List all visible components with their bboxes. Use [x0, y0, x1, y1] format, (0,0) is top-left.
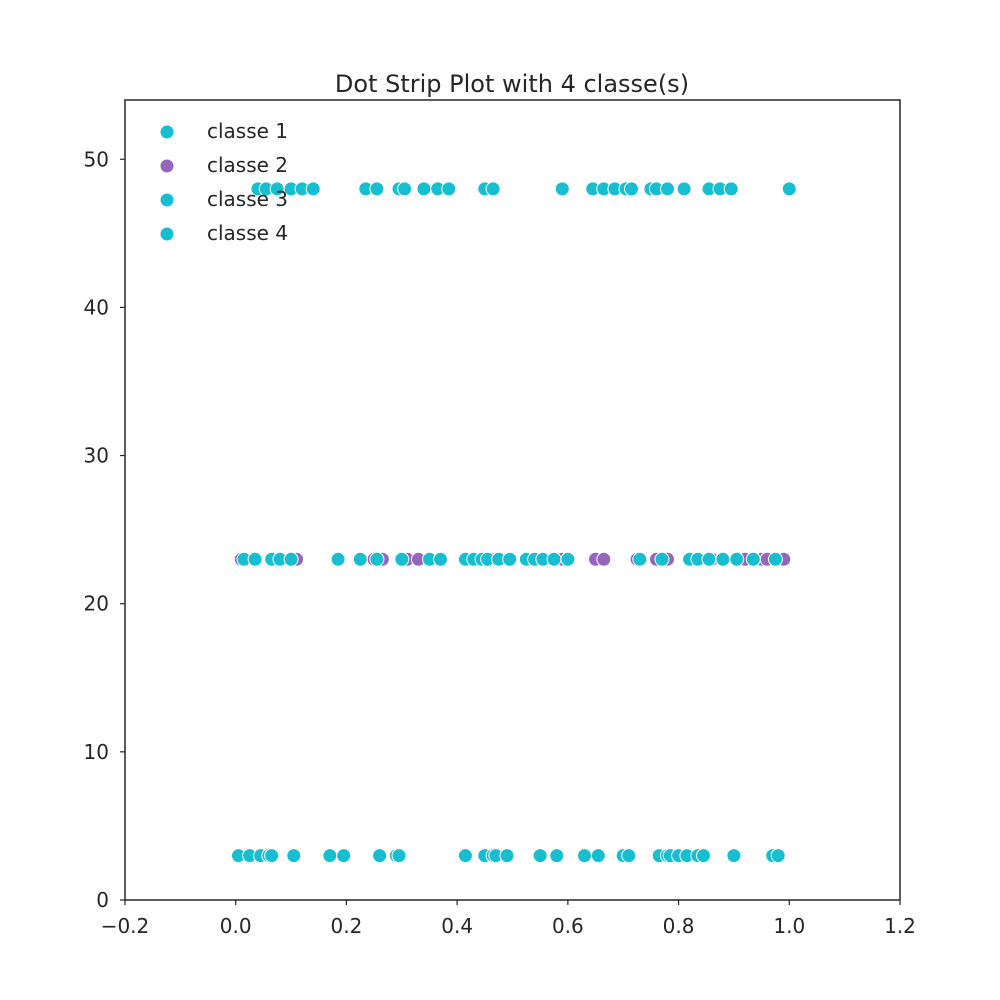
- data-point: [549, 848, 565, 864]
- data-point: [336, 848, 352, 864]
- data-point: [369, 551, 385, 567]
- legend-label: classe 3: [207, 187, 288, 211]
- data-point: [546, 551, 562, 567]
- y-tick-label: 30: [84, 444, 109, 468]
- data-point: [660, 181, 675, 197]
- data-point: [283, 551, 299, 567]
- data-point: [621, 848, 637, 864]
- data-point: [499, 848, 515, 864]
- data-points: [231, 181, 797, 864]
- data-point: [590, 848, 606, 864]
- data-point: [770, 848, 786, 864]
- y-tick-label: 10: [84, 740, 109, 764]
- data-point: [305, 181, 321, 197]
- chart-title: Dot Strip Plot with 4 classe(s): [335, 70, 689, 98]
- legend-marker: [159, 124, 175, 140]
- data-point: [502, 551, 518, 567]
- data-point: [247, 551, 263, 567]
- data-point: [726, 848, 742, 864]
- x-tick-label: 0.6: [552, 914, 584, 938]
- data-point: [624, 181, 639, 197]
- legend-label: classe 1: [207, 119, 288, 143]
- data-point: [729, 551, 745, 567]
- data-point: [369, 181, 385, 197]
- data-point: [676, 181, 692, 197]
- data-point: [457, 848, 473, 864]
- legend-marker: [159, 226, 175, 242]
- data-point: [745, 551, 761, 567]
- data-point: [441, 181, 457, 197]
- data-point: [397, 181, 413, 197]
- data-point: [560, 551, 576, 567]
- data-point: [394, 551, 410, 567]
- y-tick-label: 20: [84, 592, 109, 616]
- data-point: [485, 181, 501, 197]
- data-point: [433, 551, 448, 567]
- data-point: [322, 848, 338, 864]
- data-point: [577, 848, 592, 864]
- data-point: [701, 551, 717, 567]
- legend: classe 1 classe 2 classe 3 classe 4: [159, 119, 288, 245]
- plot-area: [124, 99, 901, 901]
- y-tick-label: 40: [84, 295, 109, 319]
- data-point: [286, 848, 302, 864]
- data-point: [330, 551, 346, 567]
- data-point: [696, 848, 711, 864]
- legend-label: classe 2: [207, 153, 288, 177]
- x-tick-label: −0.2: [101, 914, 150, 938]
- data-point: [781, 181, 797, 197]
- data-point: [416, 181, 432, 197]
- data-point: [554, 181, 570, 197]
- x-tick-label: 0.2: [331, 914, 363, 938]
- x-tick-label: 1.0: [773, 914, 805, 938]
- x-tick-label: 0.8: [663, 914, 695, 938]
- x-tick-label: 1.2: [884, 914, 916, 938]
- plot-frame: [124, 99, 901, 901]
- x-tick-label: 0.0: [220, 914, 252, 938]
- data-point: [654, 551, 670, 567]
- axes: −0.2 0.0 0.2 0.4 0.6 0.8 1.0 1.2 0 10 20 30 40 50: [84, 147, 916, 938]
- data-point: [532, 848, 548, 864]
- data-point: [391, 848, 407, 864]
- data-point: [723, 181, 739, 197]
- legend-marker: [159, 192, 175, 208]
- data-point: [767, 551, 783, 567]
- x-tick-label: 0.4: [441, 914, 473, 938]
- legend-label: classe 4: [207, 221, 288, 245]
- data-point: [352, 551, 368, 567]
- y-tick-label: 50: [84, 147, 109, 171]
- data-point: [632, 551, 648, 567]
- data-point: [715, 551, 731, 567]
- data-point: [372, 848, 388, 864]
- data-point: [596, 551, 612, 567]
- y-tick-label: 0: [96, 888, 109, 912]
- legend-marker: [159, 158, 175, 174]
- data-point: [264, 848, 280, 864]
